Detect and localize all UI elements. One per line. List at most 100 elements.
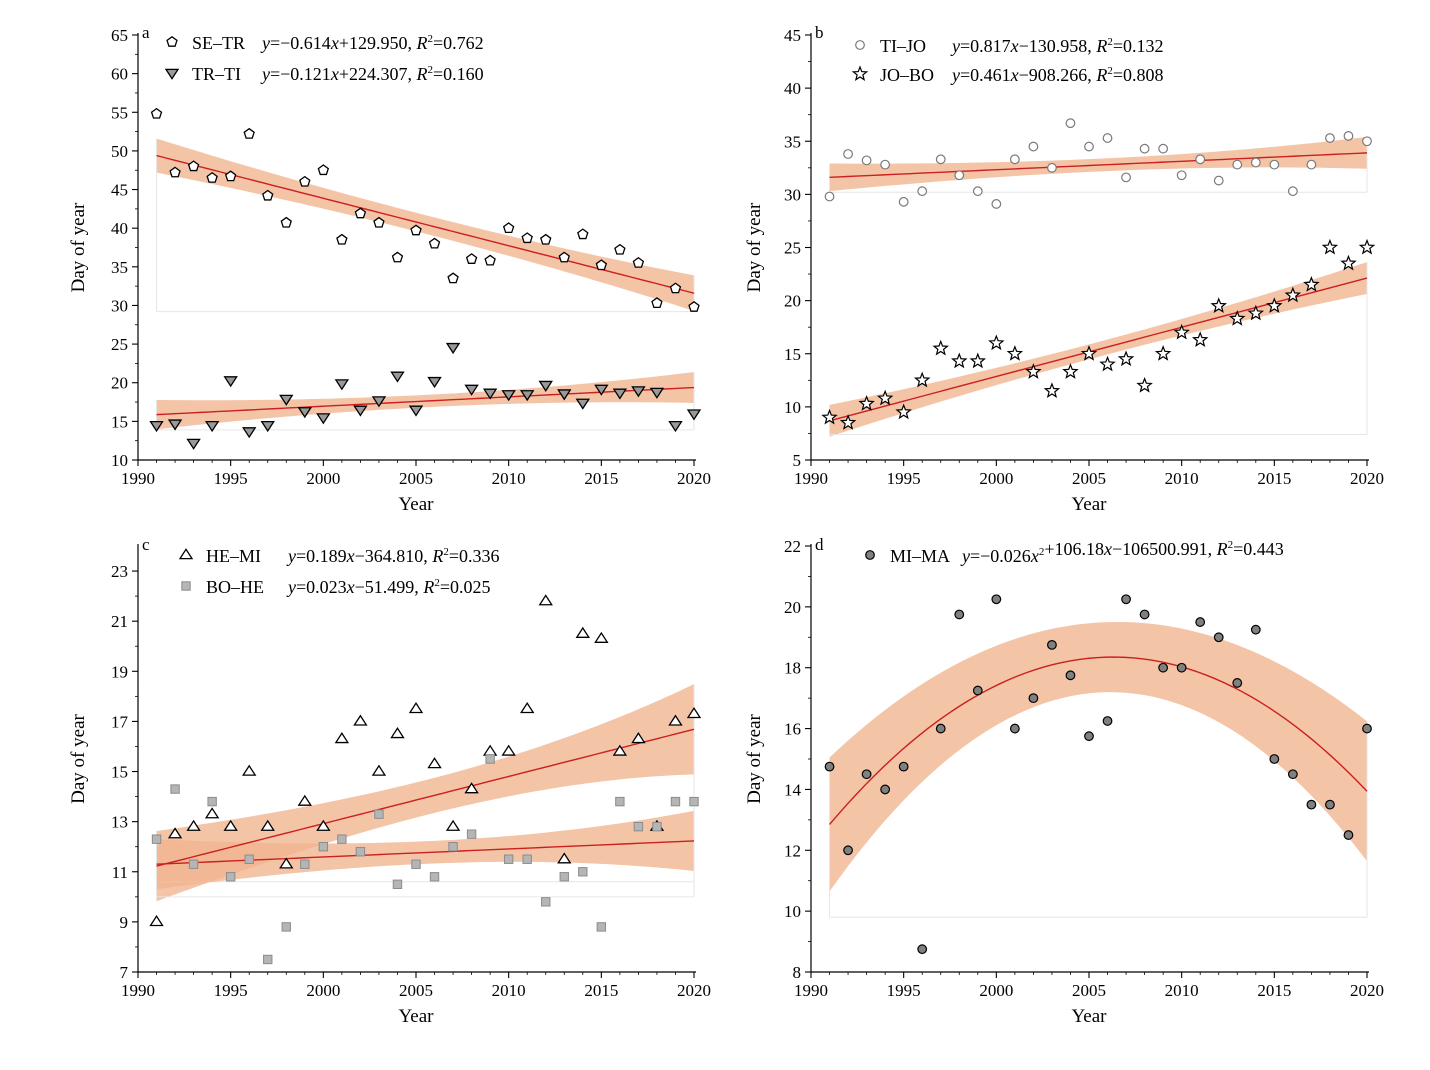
data-point [373,216,385,228]
data-point [1247,304,1265,321]
data-point [465,253,478,264]
data-point [445,819,461,831]
x-tick-label: 1990 [794,469,828,488]
data-point [954,170,965,181]
data-point [1269,159,1280,170]
data-point [297,407,312,419]
data-point [1062,363,1079,379]
data-point [954,609,965,620]
data-point [485,754,495,764]
data-point [898,761,909,772]
y-axis-label: Day of year [68,202,89,292]
y-axis-label: Day of year [744,202,765,292]
data-point [262,189,274,201]
data-point [839,414,857,430]
data-point [1362,723,1372,734]
data-point [880,159,891,170]
data-point [390,371,405,383]
y-tick-label: 65 [111,26,128,45]
data-point [316,413,331,425]
legend-equation: y=0.189x−364.810, R2=0.336 [286,546,499,566]
data-point [1154,345,1172,361]
x-tick-label: 2010 [1165,469,1199,488]
data-point [242,764,257,776]
data-point [991,199,1002,209]
data-point [578,867,588,877]
data-point [1176,662,1187,673]
x-tick-label: 2020 [677,981,711,1000]
x-tick-label: 2010 [492,469,526,488]
y-tick-label: 15 [111,412,128,431]
data-point [898,196,909,207]
y-tick-label: 18 [784,659,801,678]
series-2-points [151,754,699,965]
series-2-points [149,342,702,450]
data-point [1195,617,1206,627]
data-point [427,376,442,389]
data-point [615,796,625,807]
data-point [1102,716,1113,726]
data-point [861,769,872,780]
data-point [935,154,946,165]
data-point [150,107,163,119]
data-point [1065,670,1076,681]
y-tick-label: 45 [784,26,801,45]
legend-entry-2: BO–HE y=0.023x−51.499, R2=0.025 [181,577,490,597]
data-point [300,859,310,869]
y-tick-label: 19 [111,662,128,681]
legend-equation: y=−0.121x+224.307, R2=0.160 [260,64,484,84]
x-tick-label: 2005 [1072,469,1106,488]
data-point [540,233,552,245]
data-point [390,727,405,739]
data-point [612,388,628,400]
data-point [244,854,254,864]
data-point [1284,286,1302,303]
legend-equation: y=0.461x−908.266, R2=0.808 [950,65,1163,85]
data-point [575,626,590,638]
data-point [1306,799,1317,810]
panel-label: d [815,535,824,554]
data-point [1229,310,1246,326]
legend-equation: y=0.817x−130.958, R2=0.132 [950,36,1163,56]
x-tick-label: 2005 [1072,981,1106,1000]
data-point [1325,133,1335,143]
legend-entry-2: JO–BO y=0.461x−908.266, R2=0.808 [851,65,1163,85]
data-point [149,914,164,927]
x-tick-label: 2010 [1165,981,1199,1000]
y-tick-label: 40 [111,219,128,238]
data-point [484,254,496,266]
y-tick-label: 5 [793,451,802,470]
y-tick-label: 30 [111,296,128,315]
data-point [895,403,912,420]
data-point [1343,131,1354,141]
y-tick-label: 8 [793,963,802,982]
data-point [1139,609,1150,620]
legend-name: TR–TI [192,64,241,84]
data-point [1269,754,1280,764]
x-tick-label: 2000 [306,981,340,1000]
legend-name: MI–MA [890,546,950,566]
data-point [408,405,424,417]
data-point [149,420,164,433]
data-point [391,251,404,263]
data-point [1287,769,1298,780]
data-point [1009,154,1020,165]
data-point [596,922,607,932]
legend-marker [865,550,875,560]
x-tick-label: 2020 [1350,981,1384,1000]
data-point [686,409,702,421]
data-point [167,419,183,431]
legend-name: HE–MI [206,546,261,566]
data-point [1232,678,1243,688]
fit-line-2 [156,386,695,416]
data-point [482,388,498,400]
x-tick-label: 2000 [979,981,1013,1000]
data-point [1232,159,1243,170]
data-point [279,394,294,406]
legend-marker [164,68,180,80]
y-tick-label: 15 [784,345,801,364]
y-tick-label: 45 [111,181,128,200]
data-point [559,872,569,882]
data-point [501,744,516,756]
data-point [668,714,683,726]
